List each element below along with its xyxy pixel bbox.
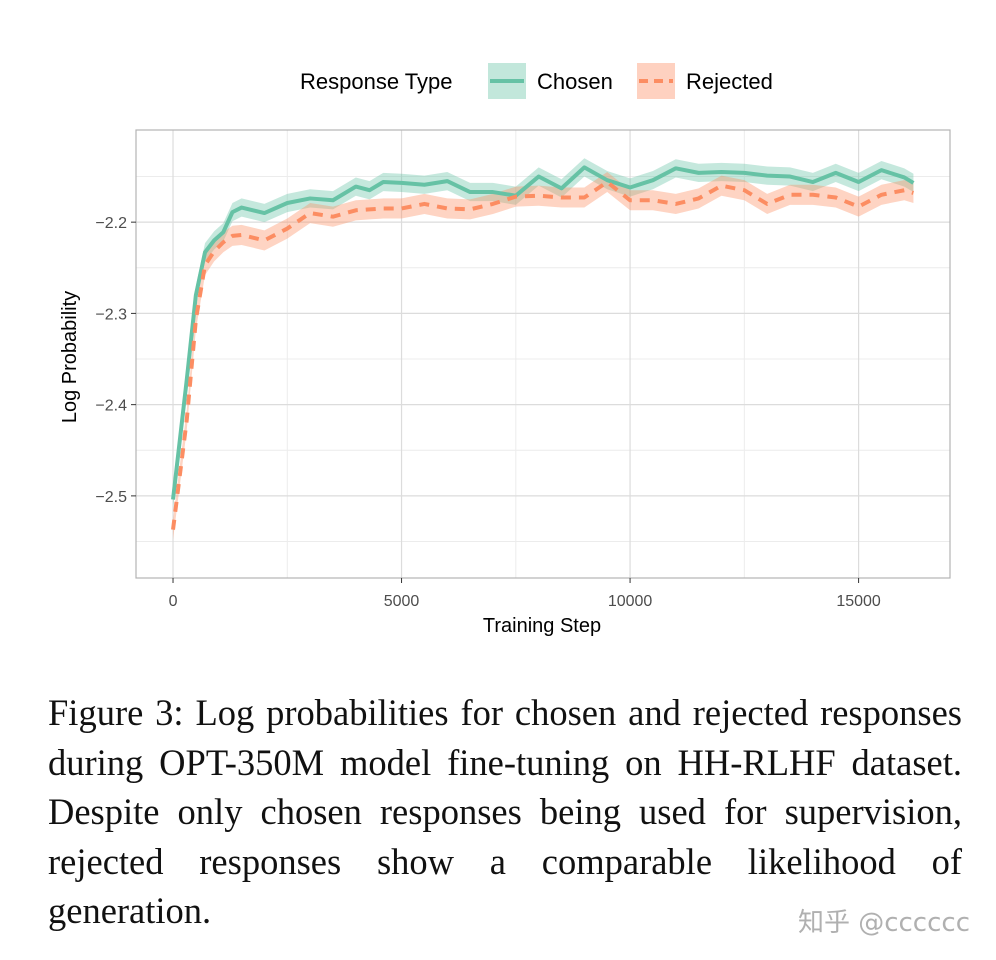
confidence-bands — [173, 158, 914, 540]
y-tick-label: −2.4 — [95, 398, 127, 415]
x-tick-label: 15000 — [836, 593, 881, 610]
x-tick-label: 0 — [169, 593, 178, 610]
line-chosen — [171, 165, 915, 500]
legend-label-chosen: Chosen — [537, 69, 613, 94]
band-rejected — [173, 171, 914, 540]
watermark: 知乎 @cccccc — [797, 908, 970, 938]
y-axis-label: Log Probability — [59, 291, 81, 423]
y-tick-label: −2.2 — [95, 215, 127, 232]
y-tick-label: −2.5 — [95, 489, 127, 506]
x-tick-label: 10000 — [608, 593, 653, 610]
log-probability-chart: 0 5000 10000 15000 −2.2 −2.3 −2.4 −2.5 Training… — [59, 63, 951, 637]
legend-title: Response Type — [300, 69, 452, 94]
legend: Response Type Chosen Rejected — [300, 63, 773, 99]
legend-label-rejected: Rejected — [686, 69, 773, 94]
y-tick-label: −2.3 — [95, 306, 127, 323]
tick-labels: 0 5000 10000 15000 −2.2 −2.3 −2.4 −2.5 — [95, 215, 881, 610]
figure-caption: Figure 3: Log probabilities for chosen a… — [48, 692, 962, 931]
grid — [136, 130, 950, 578]
series-lines — [171, 165, 915, 530]
band-chosen — [173, 158, 914, 509]
x-tick-label: 5000 — [384, 593, 420, 610]
x-axis-label: Training Step — [483, 615, 601, 637]
plot-border — [135, 129, 951, 579]
